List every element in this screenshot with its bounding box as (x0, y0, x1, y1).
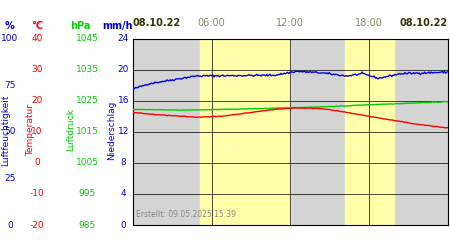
Text: 0: 0 (121, 220, 126, 230)
Text: 20: 20 (117, 65, 129, 74)
Text: 995: 995 (79, 190, 96, 198)
Text: Erstellt: 09.05.2025 15:39: Erstellt: 09.05.2025 15:39 (136, 210, 236, 220)
Bar (346, 39, 394, 225)
Bar (200, 39, 290, 225)
Text: 24: 24 (118, 34, 129, 43)
Text: 1025: 1025 (76, 96, 99, 105)
Text: hPa: hPa (70, 21, 90, 31)
Text: 100: 100 (1, 34, 18, 43)
Text: %: % (5, 21, 15, 31)
Text: 12: 12 (117, 127, 129, 136)
Text: 1035: 1035 (76, 65, 99, 74)
Text: 1005: 1005 (76, 158, 99, 168)
Text: 08.10.22: 08.10.22 (133, 18, 181, 28)
Text: 985: 985 (79, 220, 96, 230)
Text: °C: °C (31, 21, 43, 31)
Text: 25: 25 (4, 174, 16, 183)
Text: Luftfeuchtigkeit: Luftfeuchtigkeit (1, 94, 10, 166)
Text: 16: 16 (117, 96, 129, 105)
Text: 8: 8 (121, 158, 126, 168)
Text: 30: 30 (31, 65, 43, 74)
Text: 10: 10 (31, 127, 43, 136)
Text: Luftdruck: Luftdruck (67, 108, 76, 152)
Text: 1015: 1015 (76, 127, 99, 136)
Text: 0: 0 (7, 220, 13, 230)
Text: mm/h: mm/h (103, 21, 133, 31)
Text: 18:00: 18:00 (355, 18, 383, 28)
Text: -20: -20 (30, 220, 44, 230)
Text: 1045: 1045 (76, 34, 99, 43)
Text: Temperatur: Temperatur (26, 104, 35, 156)
Text: 40: 40 (31, 34, 43, 43)
Text: 12:00: 12:00 (276, 18, 304, 28)
Text: 06:00: 06:00 (198, 18, 225, 28)
Text: Niederschlag: Niederschlag (107, 100, 116, 160)
Text: 0: 0 (34, 158, 40, 168)
Text: -10: -10 (30, 190, 44, 198)
Text: 20: 20 (31, 96, 43, 105)
Text: 50: 50 (4, 127, 16, 136)
Text: 4: 4 (121, 190, 126, 198)
Text: 08.10.22: 08.10.22 (400, 18, 448, 28)
Text: 75: 75 (4, 81, 16, 90)
